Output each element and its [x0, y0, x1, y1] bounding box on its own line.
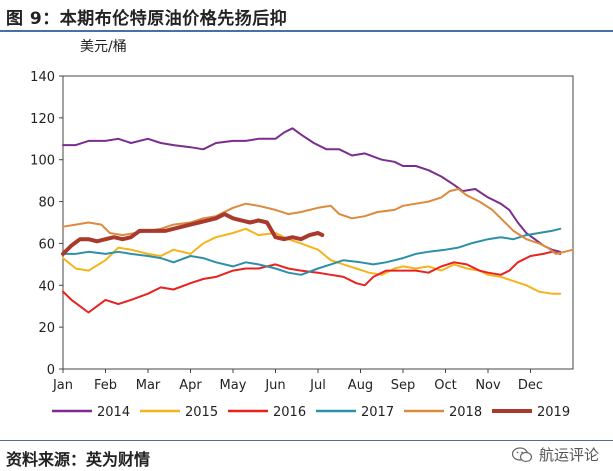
series-line-2017	[62, 227, 562, 276]
x-tick-label: Mar	[136, 378, 161, 393]
x-tick-label: May	[220, 378, 247, 393]
chart-axes: 0 20 40 60 80 100 120 140 Jan Feb Mar Apr May Jun Jul A…	[30, 70, 574, 393]
x-tick-label: Nov	[475, 378, 501, 393]
legend-item-2015: 2015	[140, 405, 218, 420]
legend-item-2018: 2018	[404, 405, 482, 420]
x-tick-label: Jan	[52, 378, 73, 393]
y-tick-label: 40	[38, 279, 55, 294]
wechat-icon	[511, 446, 533, 462]
legend-item-2016: 2016	[228, 405, 306, 420]
legend-item-2017: 2017	[316, 405, 394, 420]
line-chart: 0 20 40 60 80 100 120 140 Jan Feb Mar Apr May Jun Jul A…	[30, 39, 574, 420]
y-tick-label: 20	[38, 321, 55, 336]
legend-item-2014: 2014	[52, 405, 130, 420]
watermark-text: 航运评论	[538, 446, 599, 464]
y-axis-label-group: 美元/桶	[80, 39, 127, 55]
y-tick-label: 80	[38, 196, 55, 211]
title-rule	[0, 30, 613, 32]
y-tick-label: 0	[47, 363, 55, 378]
legend-label: 2014	[97, 405, 130, 420]
series-line-2016	[62, 250, 562, 314]
legend-item-2019: 2019	[492, 405, 570, 420]
x-tick-label: Dec	[518, 378, 543, 393]
y-tick-label: 140	[30, 70, 55, 85]
x-tick-label: Apr	[179, 378, 202, 393]
legend-label: 2015	[185, 405, 218, 420]
series-line-2015	[62, 227, 562, 295]
y-tick-label: 100	[30, 154, 55, 169]
chart-legend: 2014 2015 2016 2017 2018 2019	[52, 405, 570, 420]
series-line-2018	[62, 188, 574, 255]
footer-rule	[0, 440, 613, 441]
y-tick-label: 120	[30, 112, 55, 127]
x-tick-label: Sep	[391, 378, 416, 393]
watermark: 航运评论	[511, 444, 599, 465]
chart-title: 图 9：本期布伦特原油价格先扬后抑	[6, 9, 288, 29]
x-tick-label: Aug	[348, 378, 373, 393]
series-line-2014	[62, 127, 562, 253]
source-note: 资料来源：英为财情	[6, 450, 151, 469]
legend-label: 2016	[273, 405, 306, 420]
legend-label: 2017	[361, 405, 394, 420]
y-axis-label: 美元/桶	[80, 39, 127, 55]
x-tick-label: Oct	[434, 378, 456, 393]
chart-series-lines	[61, 127, 574, 314]
legend-label: 2019	[537, 405, 570, 420]
y-tick-label: 60	[38, 237, 55, 252]
plot-frame	[62, 75, 574, 370]
legend-label: 2018	[449, 405, 482, 420]
x-tick-label: Jul	[309, 378, 326, 393]
x-tick-label: Feb	[94, 378, 117, 393]
x-tick-label: Jun	[264, 378, 285, 393]
series-line-2019	[61, 212, 325, 256]
